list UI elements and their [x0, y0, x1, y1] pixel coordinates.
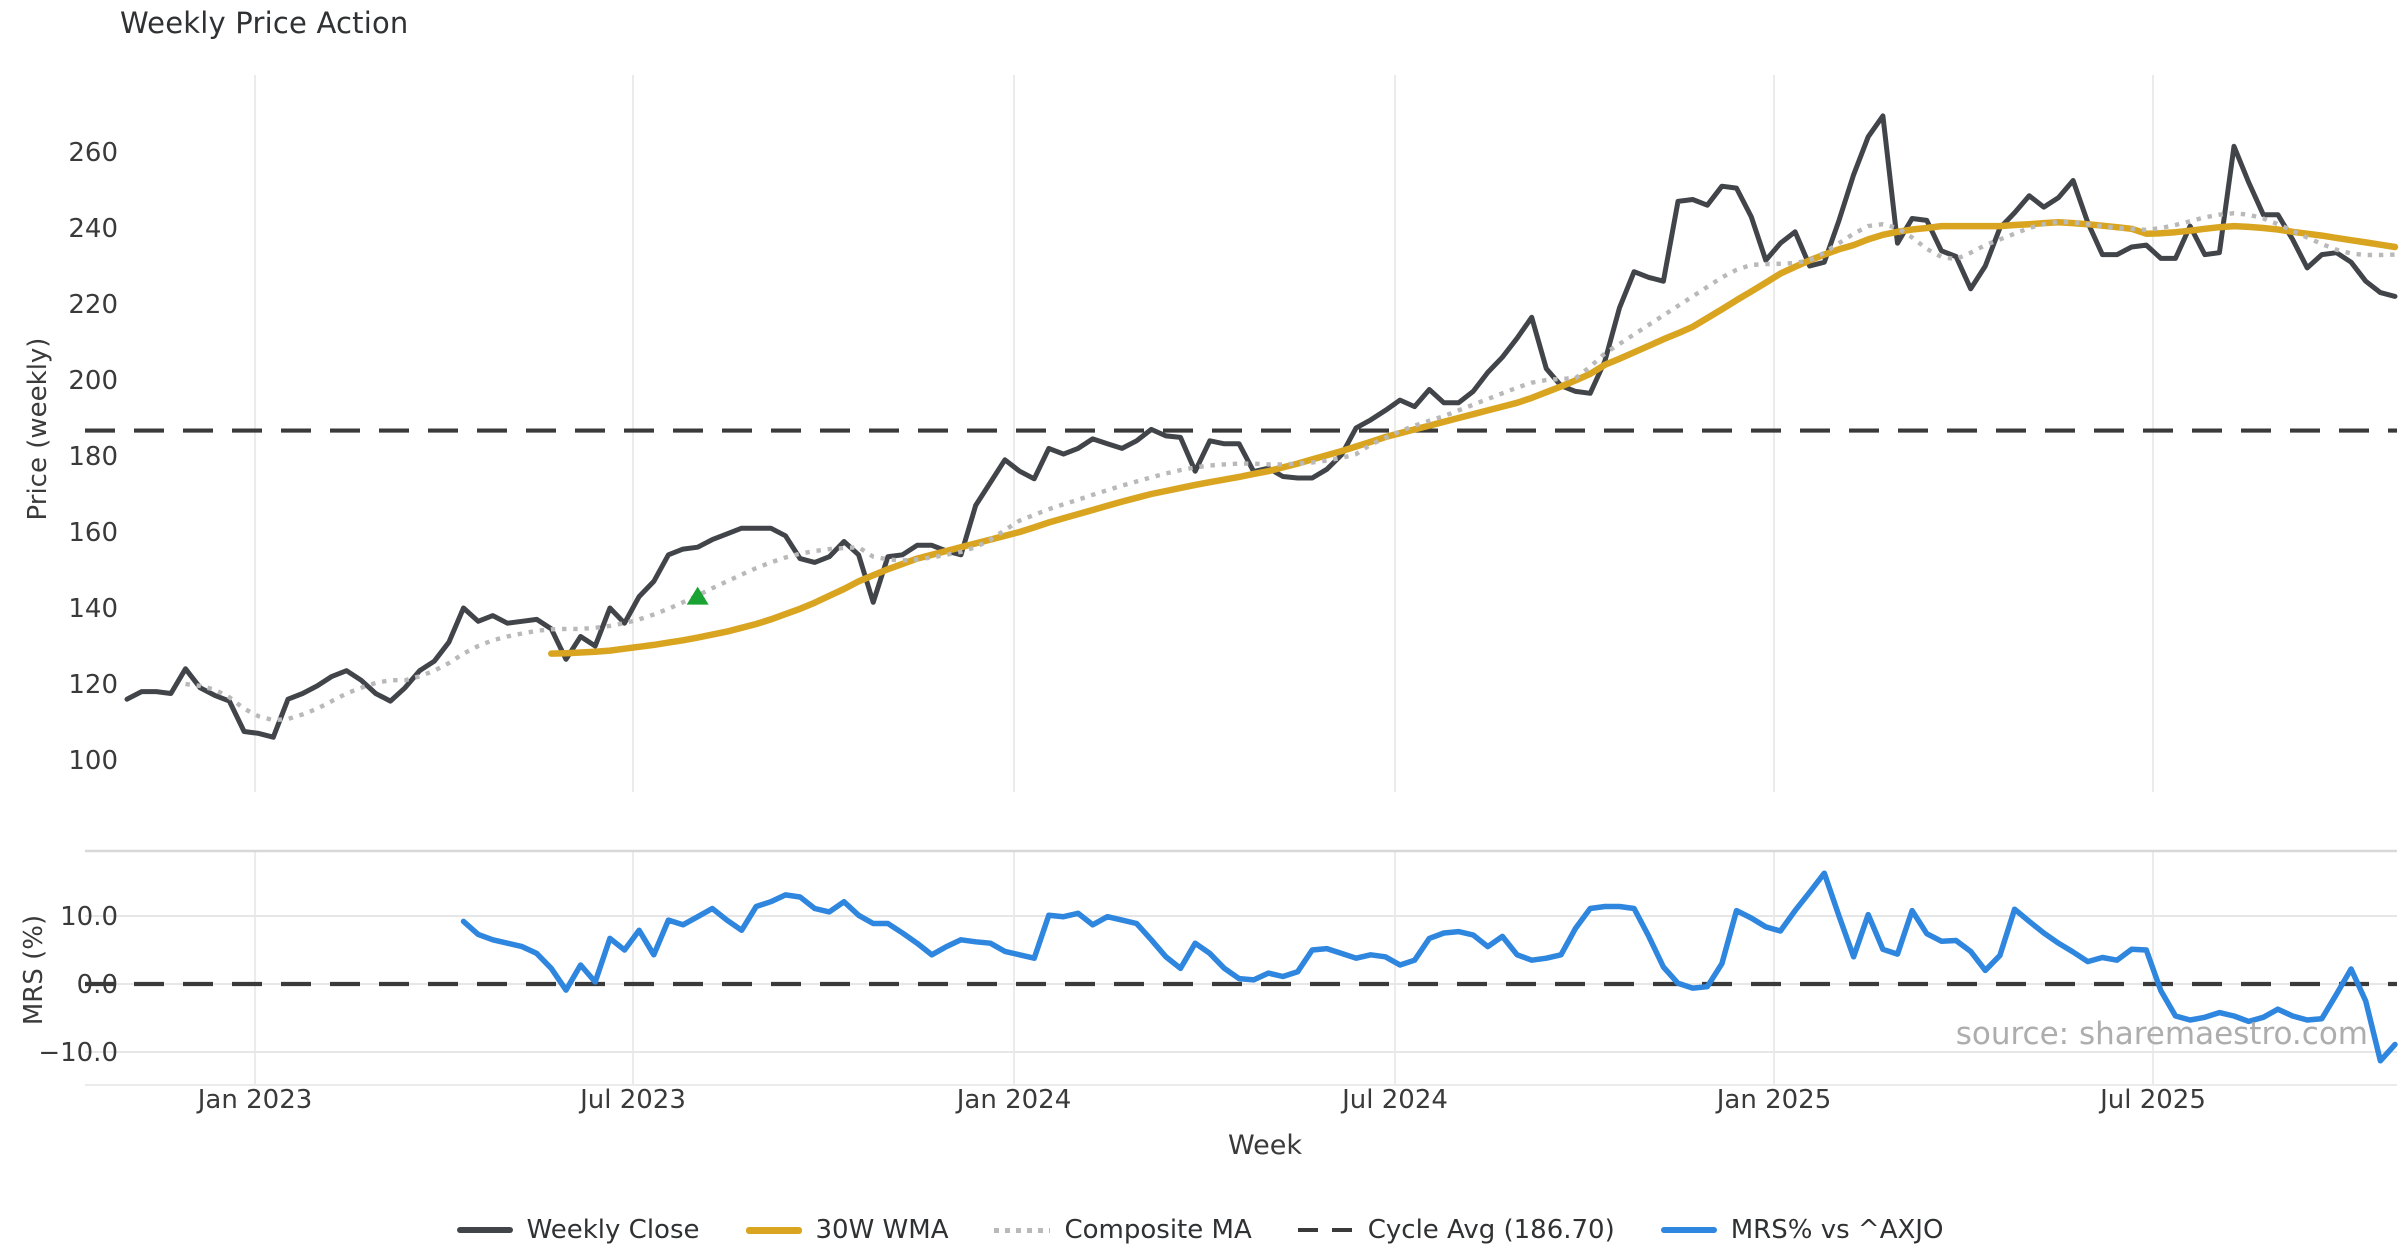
legend-swatch-solid-thick-icon	[456, 1227, 513, 1233]
x-tick-label: Jan 2024	[955, 1085, 1072, 1115]
legend-label: Cycle Avg (186.70)	[1367, 1215, 1615, 1245]
legend-swatch-dashed-icon	[1297, 1227, 1354, 1233]
x-tick-label: Jan 2023	[196, 1085, 313, 1115]
legend-item-mrs-vs-axjo: MRS% vs ^AXJO	[1660, 1215, 1944, 1245]
watermark: source: sharemaestro.com	[1955, 1016, 2368, 1052]
y-tick-label: 180	[68, 442, 118, 472]
x-tick-label: Jul 2023	[578, 1085, 686, 1115]
legend-item-30w-wma: 30W WMA	[745, 1215, 949, 1245]
legend-item-cycle-avg-186-70-: Cycle Avg (186.70)	[1297, 1215, 1615, 1245]
legend-label: 30W WMA	[815, 1215, 949, 1245]
y-tick-label: 10.0	[60, 902, 118, 932]
x-axis-label: Week	[1228, 1130, 1302, 1161]
chart-title: Weekly Price Action	[120, 6, 409, 40]
y-tick-label: 140	[68, 594, 118, 624]
y-tick-label: 120	[68, 670, 118, 700]
legend-label: Weekly Close	[526, 1215, 700, 1245]
legend-item-composite-ma: Composite MA	[994, 1215, 1252, 1245]
price-y-axis-label: Price (weekly)	[23, 337, 53, 521]
y-tick-label: 160	[68, 518, 118, 548]
y-tick-label: −10.0	[38, 1038, 118, 1068]
y-tick-label: 240	[68, 214, 118, 244]
y-tick-label: 100	[68, 746, 118, 776]
legend-label: MRS% vs ^AXJO	[1730, 1215, 1944, 1245]
y-tick-label: 220	[68, 290, 118, 320]
legend-swatch-solid-thick-icon	[1660, 1227, 1717, 1233]
y-tick-label: 260	[68, 138, 118, 168]
legend-swatch-dotted-icon	[994, 1227, 1051, 1233]
mrs-vs-axjo-line	[460, 870, 2398, 1064]
mrs-y-axis-label: MRS (%)	[19, 914, 49, 1026]
x-tick-label: Jan 2025	[1715, 1085, 1832, 1115]
buy-signal-triangle-icon	[686, 586, 709, 605]
legend: Weekly Close 30W WMA Composite MA Cycle Avg…	[0, 1210, 2400, 1250]
30w-wma-line	[548, 219, 2399, 657]
weekly-close-line	[124, 113, 2398, 740]
composite-ma-line	[185, 210, 2396, 723]
legend-item-weekly-close: Weekly Close	[456, 1215, 700, 1245]
x-tick-label: Jul 2025	[2098, 1085, 2206, 1115]
legend-label: Composite MA	[1064, 1215, 1252, 1245]
x-tick-label: Jul 2024	[1340, 1085, 1448, 1115]
legend-swatch-solid-thick-icon	[745, 1226, 802, 1234]
y-tick-label: 200	[68, 366, 118, 396]
